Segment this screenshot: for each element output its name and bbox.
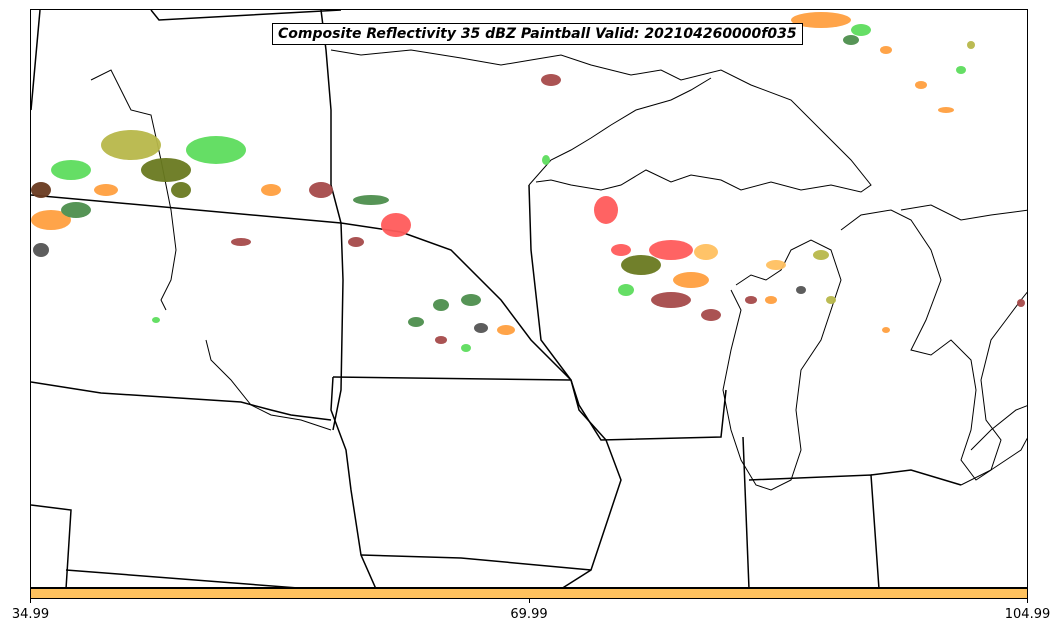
state-boundaries [31,10,962,587]
lake-erie-shore [960,437,1027,486]
map-canvas [31,10,1027,587]
georgian-bay-shore [900,204,1027,221]
storm-cell [938,107,954,113]
map-title: Composite Reflectivity 35 dBZ Paintball … [272,23,803,45]
storm-cell [649,240,693,260]
border-sd-ne [31,381,332,421]
storm-cell [152,317,160,323]
storm-cell [826,296,836,304]
storm-cell [94,184,118,196]
storm-cell [915,81,927,89]
storm-cell [381,213,411,237]
lake-michigan-shore [722,239,842,491]
colorbar-tick-label: 104.99 [1004,607,1051,622]
border-ia-west [330,376,376,587]
storm-cell [435,336,447,344]
mississippi-river [205,339,332,431]
border-nd-sd [150,10,342,21]
great-lakes-coastlines [90,49,1027,491]
storm-cell [231,238,251,246]
colorbar-tick-label: 34.99 [11,607,50,622]
storm-cell [651,292,691,308]
storm-cell [461,294,481,306]
storm-cell [766,260,786,270]
storm-cell [497,325,515,335]
border-canada [31,194,342,224]
storm-cell [33,243,49,257]
storm-cell [791,12,851,28]
storm-cell [621,255,661,275]
border-mn-sd-detail [65,569,295,587]
storm-cell [956,66,966,74]
border-il-in [742,436,750,587]
border-in-oh [748,474,880,587]
colorbar-tick [528,599,530,603]
storm-cell [765,296,777,304]
storm-cell [1017,299,1025,307]
reflectivity-paintball [31,12,1025,352]
storm-cell [542,155,550,165]
storm-cell [348,237,364,247]
storm-cell [594,196,618,224]
border-ia-east [562,379,622,587]
lake-ontario-shore [970,405,1027,451]
storm-cell [701,309,721,321]
map-frame: Composite Reflectivity 35 dBZ Paintball … [30,9,1028,588]
storm-cell [880,46,892,54]
storm-cell [353,195,389,205]
storm-cell [541,74,561,86]
storm-cell [31,210,71,230]
storm-cell [745,296,757,304]
storm-cell [843,35,859,45]
border-wi-mi [528,184,727,441]
border-mn-nd [31,10,41,111]
storm-cell [141,158,191,182]
superior-south-shore [528,77,712,186]
storm-cell [813,250,829,260]
storm-cell [611,244,631,256]
border-mi-oh [870,469,962,486]
storm-cell [618,284,634,296]
storm-cell [461,344,471,352]
border-ne-ks [31,504,72,587]
storm-cell [186,136,246,164]
storm-cell [967,41,975,49]
storm-cell [474,323,488,333]
storm-cell [851,24,871,36]
storm-cell [408,317,424,327]
colorbar [30,588,1028,599]
colorbar-tick-label: 69.99 [510,607,548,622]
storm-cell [694,244,718,260]
storm-cell [673,272,709,288]
storm-cell [433,299,449,311]
colorbar-tick [1027,599,1028,603]
storm-cell [61,202,91,218]
storm-cell [31,182,51,198]
border-ia-south [360,554,592,571]
border-ia-mn [332,376,572,381]
storm-cell [796,286,806,294]
lake-huron-shore [840,209,1027,481]
storm-cell [51,160,91,180]
storm-cell [261,184,281,196]
storm-cell [101,130,161,160]
colorbar-tick [30,599,31,603]
storm-cell [309,182,333,198]
border-mn-west [320,10,344,431]
storm-cell [171,182,191,198]
lake-superior-shore [330,49,872,193]
storm-cell [882,327,890,333]
